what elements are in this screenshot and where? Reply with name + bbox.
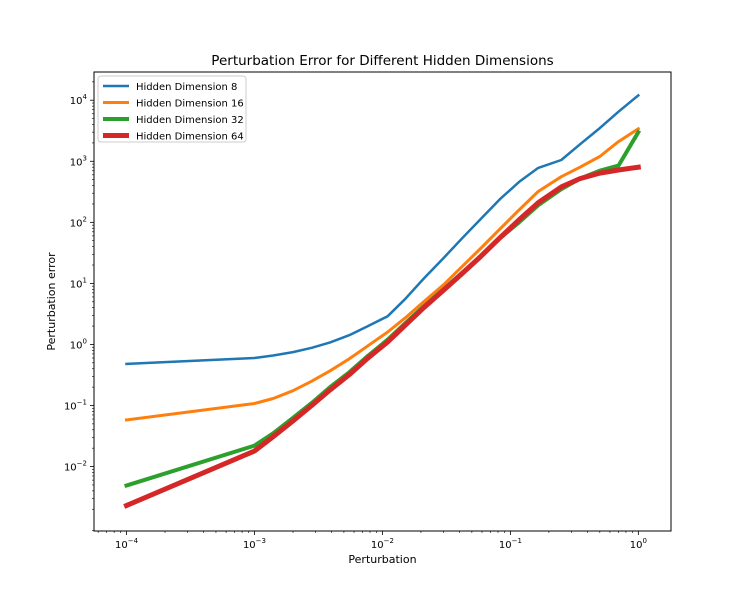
y-tick-label: 10−1 [64,399,87,413]
x-tick-label: 100 [630,537,647,551]
y-tick-label: 100 [70,337,87,351]
series-line-1 [124,126,641,422]
legend-label-1: Hidden Dimension 16 [136,99,244,110]
chart-title: Perturbation Error for Different Hidden … [211,53,553,69]
legend-label-0: Hidden Dimension 8 [136,82,237,93]
series-line-0 [125,93,641,366]
legend-box [97,75,247,143]
legend: Hidden Dimension 8 Hidden Dimension 16 Hid… [97,75,247,143]
x-tick-label: 10−1 [499,537,522,551]
legend-label-2: Hidden Dimension 32 [136,115,244,126]
legend-label-3: Hidden Dimension 64 [136,132,244,143]
y-tick-label: 10−2 [64,460,87,474]
x-tick-label: 10−4 [115,537,139,551]
x-tick-label: 10−2 [371,537,394,551]
x-axis-ticks: 10−4 10−3 10−2 10−1 100 [97,531,647,551]
y-axis-ticks: 10−2 10−1 100 101 102 103 104 [64,81,94,531]
series-line-3 [123,164,642,509]
y-axis-label: Perturbation error [45,252,58,351]
series-lines-layer [123,93,642,509]
x-axis-label: Perturbation [348,553,416,566]
y-tick-label: 104 [70,93,88,107]
x-tick-label: 10−3 [243,537,266,551]
y-tick-label: 101 [70,276,87,290]
y-tick-label: 102 [70,215,87,229]
y-tick-label: 103 [70,154,87,168]
